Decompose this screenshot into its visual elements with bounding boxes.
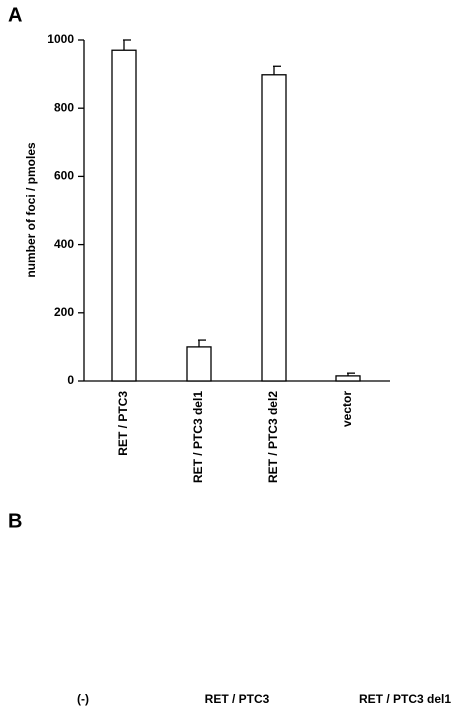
y-tick-label: 0 (67, 373, 74, 387)
bar (186, 346, 212, 382)
lane-label: RET / PTC3 del1 (359, 692, 451, 706)
lane-label: RET / PTC3 (205, 692, 270, 706)
bar (111, 49, 137, 382)
y-tick-label: 400 (54, 237, 74, 251)
lane-label: (-) (77, 692, 89, 706)
x-tick-label: RET / PTC3 del2 (266, 391, 280, 483)
y-axis-label: number of foci / pmoles (24, 142, 38, 278)
bar (261, 74, 287, 382)
panel-label: B (8, 510, 22, 532)
y-tick-label: 1000 (47, 32, 74, 46)
bar (335, 375, 361, 382)
x-tick-label: vector (340, 391, 354, 427)
x-tick-label: RET / PTC3 del1 (191, 391, 205, 483)
panel-label: A (8, 4, 22, 26)
y-tick-label: 200 (54, 305, 74, 319)
y-tick-label: 600 (54, 169, 74, 183)
y-tick-label: 800 (54, 100, 74, 114)
x-tick-label: RET / PTC3 (116, 391, 130, 456)
